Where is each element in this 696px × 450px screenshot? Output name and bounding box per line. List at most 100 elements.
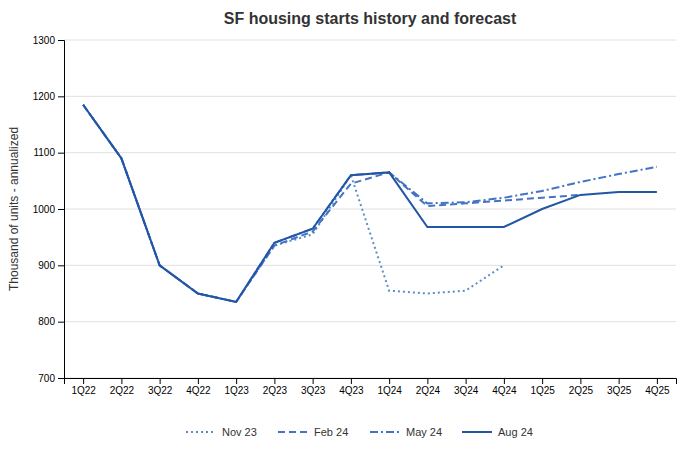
y-tick-label: 900	[38, 260, 55, 271]
legend-label: Aug 24	[498, 426, 533, 438]
x-tick-label: 2Q22	[110, 385, 135, 396]
x-tick: 4Q24	[492, 378, 517, 396]
y-tick-label: 800	[38, 316, 55, 327]
legend: Nov 23 Feb 24 May 24 Aug 24	[186, 426, 533, 438]
y-tick-label: 1000	[33, 204, 56, 215]
chart: 700 800 900 1000 1100 1200 1300 1Q22 2Q22 3Q22 4Q2…	[0, 0, 696, 450]
grid-line	[64, 321, 676, 322]
x-tick: 2Q22	[110, 378, 135, 396]
x-tick-label: 1Q23	[224, 385, 249, 396]
legend-swatch	[462, 431, 492, 433]
x-tick-label: 1Q22	[71, 385, 96, 396]
y-tick-mark	[58, 265, 64, 266]
x-tick-label: 3Q22	[148, 385, 173, 396]
x-tick-mark	[657, 378, 658, 384]
y-tick-mark	[58, 322, 64, 323]
y-axis: 700 800 900 1000 1100 1200 1300	[33, 35, 65, 384]
grid-line	[64, 265, 676, 266]
x-tick-mark	[160, 378, 161, 384]
x-tick: 3Q24	[454, 378, 479, 396]
x-tick-mark	[466, 378, 467, 384]
y-tick: 1100	[33, 147, 64, 158]
x-tick-mark	[389, 378, 390, 384]
legend-swatch	[278, 431, 308, 433]
x-tick-label: 2Q23	[263, 385, 288, 396]
y-tick-label: 700	[38, 373, 55, 384]
x-tick: 1Q22	[71, 378, 96, 396]
x-tick-label: 2Q24	[416, 385, 441, 396]
y-tick-mark	[58, 209, 64, 210]
x-tick: 2Q25	[569, 378, 594, 396]
lines	[83, 105, 657, 302]
x-tick-label: 1Q24	[377, 385, 402, 396]
legend-label: Nov 23	[222, 426, 257, 438]
x-tick-label: 4Q25	[645, 385, 670, 396]
x-tick-mark	[83, 378, 84, 384]
y-tick: 1200	[33, 91, 64, 102]
x-tick-mark	[619, 378, 620, 384]
grid-line	[64, 96, 676, 97]
title: SF housing starts history and forecast	[224, 10, 517, 27]
x-tick-mark	[542, 378, 543, 384]
legend-label: Feb 24	[314, 426, 348, 438]
x-tick-mark	[427, 378, 428, 384]
y-tick-mark	[58, 40, 64, 41]
x-tick: 3Q22	[148, 378, 173, 396]
x-tick: 1Q23	[224, 378, 249, 396]
y-tick: 800	[38, 316, 64, 327]
grid	[64, 40, 676, 378]
x-tick: 2Q23	[263, 378, 288, 396]
x-tick: 3Q23	[301, 378, 326, 396]
x-axis-line	[65, 379, 677, 385]
series-line	[83, 105, 657, 302]
series-line	[83, 105, 657, 302]
x-tick: 4Q22	[186, 378, 211, 396]
x-tick: 3Q25	[607, 378, 632, 396]
x-tick: 4Q25	[645, 378, 670, 396]
x-tick: 4Q23	[339, 378, 364, 396]
x-tick-mark	[351, 378, 352, 384]
x-tick-label: 3Q24	[454, 385, 479, 396]
x-tick-mark	[198, 378, 199, 384]
legend-swatch	[186, 431, 216, 433]
legend-item: Feb 24	[278, 426, 348, 438]
legend-label: May 24	[406, 426, 442, 438]
y-tick: 900	[38, 260, 64, 271]
x-tick-label: 3Q25	[607, 385, 632, 396]
y-tick: 1300	[33, 35, 64, 46]
x-tick-label: 4Q23	[339, 385, 364, 396]
legend-swatch	[370, 431, 400, 433]
x-axis: 1Q22 2Q22 3Q22 4Q22 1Q23 2Q23 3Q23 4Q23 1Q24 2Q24…	[65, 378, 677, 396]
x-tick-label: 3Q23	[301, 385, 326, 396]
legend-item: Nov 23	[186, 426, 257, 438]
grid-line	[64, 40, 676, 41]
x-tick-mark	[580, 378, 581, 384]
y-tick: 700	[38, 373, 64, 384]
y-axis-line	[58, 41, 65, 379]
y-tick-mark	[58, 153, 64, 154]
y-tick-mark	[58, 378, 64, 379]
y-tick-label: 1300	[33, 35, 56, 46]
x-tick-label: 2Q25	[569, 385, 594, 396]
grid-line	[64, 209, 676, 210]
grid-line	[64, 152, 676, 153]
y-tick: 1000	[33, 204, 64, 215]
legend-item: May 24	[370, 426, 442, 438]
y-tick-label: 1100	[33, 147, 55, 158]
y-tick-label: 1200	[33, 91, 56, 102]
x-tick: 1Q24	[377, 378, 402, 396]
x-tick-mark	[313, 378, 314, 384]
x-tick-label: 4Q22	[186, 385, 211, 396]
y-axis-title: Thousand of units - annualized	[7, 127, 21, 291]
x-tick-mark	[504, 378, 505, 384]
x-tick-label: 4Q24	[492, 385, 517, 396]
x-tick-label: 1Q25	[530, 385, 555, 396]
x-tick: 1Q25	[530, 378, 555, 396]
y-tick-mark	[58, 96, 64, 97]
x-tick-mark	[121, 378, 122, 384]
x-tick: 2Q24	[416, 378, 441, 396]
x-tick-mark	[236, 378, 237, 384]
x-tick-mark	[274, 378, 275, 384]
legend-item: Aug 24	[462, 426, 533, 438]
plot: 700 800 900 1000 1100 1200 1300 1Q22 2Q22 3Q22 4Q2…	[33, 35, 677, 396]
